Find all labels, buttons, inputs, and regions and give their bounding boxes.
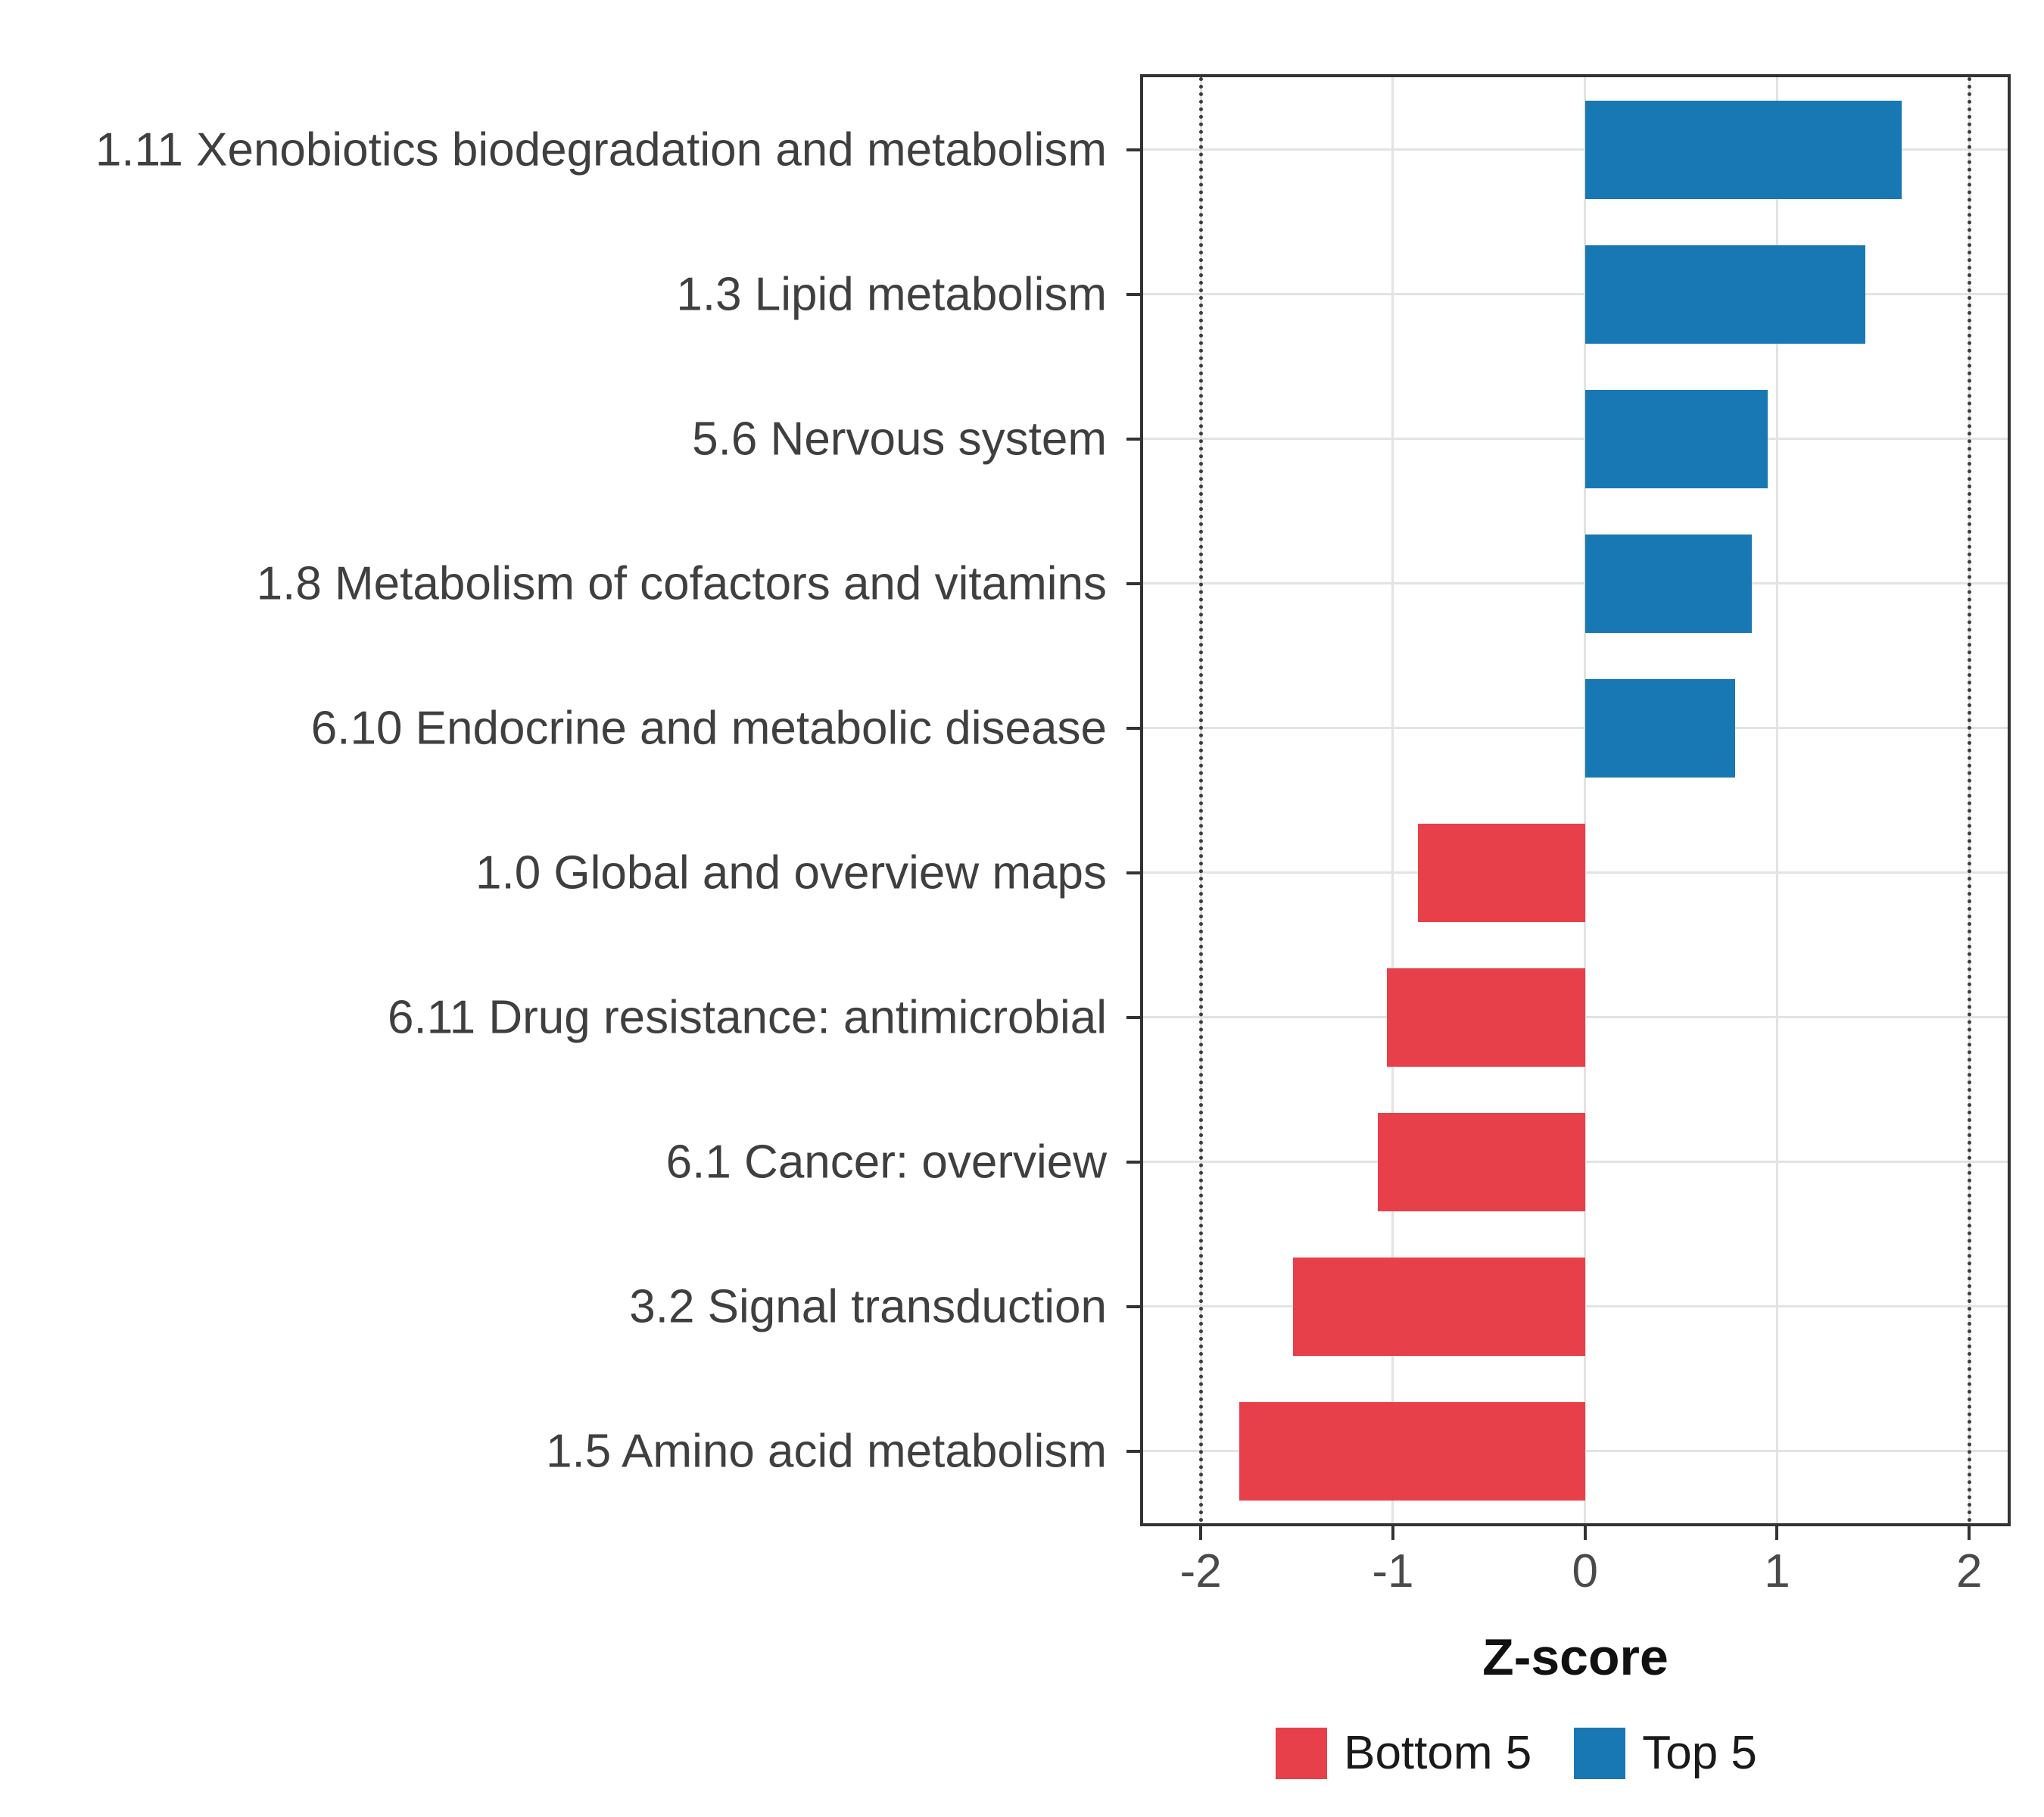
gridline-horizontal xyxy=(1143,582,2008,584)
legend-swatch xyxy=(1574,1727,1626,1779)
category-label: 1.0 Global and overview maps xyxy=(475,846,1107,899)
bar xyxy=(1584,100,1902,199)
legend-label: Top 5 xyxy=(1642,1727,1757,1779)
legend-swatch xyxy=(1276,1727,1328,1779)
y-tick-mark xyxy=(1126,581,1140,585)
category-label: 5.6 Nervous system xyxy=(692,413,1107,465)
reference-line xyxy=(1198,77,1203,1523)
category-label: 1.11 Xenobiotics biodegradation and meta… xyxy=(95,123,1107,176)
gridline-vertical xyxy=(1584,77,1587,1523)
bar xyxy=(1387,968,1585,1067)
bar xyxy=(1292,1257,1585,1356)
bar xyxy=(1377,1112,1585,1211)
y-tick-mark xyxy=(1126,1160,1140,1164)
y-tick-mark xyxy=(1126,148,1140,151)
y-tick-mark xyxy=(1126,726,1140,730)
category-label: 1.8 Metabolism of cofactors and vitamins xyxy=(256,557,1107,609)
legend-item: Bottom 5 xyxy=(1276,1726,1531,1780)
x-axis-tick-label: 2 xyxy=(1955,1545,1983,1597)
y-tick-mark xyxy=(1126,1015,1140,1019)
x-tick-mark xyxy=(1583,1526,1587,1540)
bar xyxy=(1417,823,1585,922)
gridline-horizontal xyxy=(1143,148,2008,151)
bar xyxy=(1239,1401,1585,1501)
y-tick-mark xyxy=(1126,292,1140,296)
gridline-horizontal xyxy=(1143,293,2008,295)
x-axis-tick-label: 0 xyxy=(1572,1545,1598,1597)
gridline-vertical xyxy=(1391,77,1394,1523)
category-label: 3.2 Signal transduction xyxy=(629,1280,1107,1332)
category-label: 1.5 Amino acid metabolism xyxy=(546,1425,1107,1477)
x-axis-tick-label: -1 xyxy=(1372,1545,1414,1597)
category-label: 6.11 Drug resistance: antimicrobial xyxy=(388,991,1107,1043)
x-tick-mark xyxy=(1968,1526,1971,1540)
x-axis-title: Z-score xyxy=(1482,1628,1669,1686)
bar xyxy=(1584,678,1735,778)
y-tick-mark xyxy=(1126,437,1140,441)
gridline-horizontal xyxy=(1143,727,2008,729)
gridline-vertical xyxy=(1775,77,1778,1523)
x-axis-tick-label: -2 xyxy=(1179,1545,1222,1597)
category-label: 6.10 Endocrine and metabolic disease xyxy=(310,702,1107,754)
reference-line xyxy=(1967,77,1971,1523)
bar xyxy=(1584,534,1753,633)
bar xyxy=(1584,389,1768,488)
legend: Bottom 5 Top 5 xyxy=(989,1726,2044,1780)
bar xyxy=(1584,245,1866,344)
legend-item: Top 5 xyxy=(1574,1726,1757,1780)
y-tick-mark xyxy=(1126,1449,1140,1453)
gridline-horizontal xyxy=(1143,438,2008,440)
category-label: 6.1 Cancer: overview xyxy=(665,1136,1107,1188)
category-label: 1.3 Lipid metabolism xyxy=(676,268,1107,320)
x-tick-mark xyxy=(1199,1526,1203,1540)
plot-panel xyxy=(1140,74,2011,1526)
x-axis-tick-label: 1 xyxy=(1764,1545,1790,1597)
legend-label: Bottom 5 xyxy=(1344,1727,1532,1779)
x-tick-mark xyxy=(1391,1526,1394,1540)
y-tick-mark xyxy=(1126,871,1140,874)
y-tick-mark xyxy=(1126,1304,1140,1308)
x-tick-mark xyxy=(1775,1526,1779,1540)
